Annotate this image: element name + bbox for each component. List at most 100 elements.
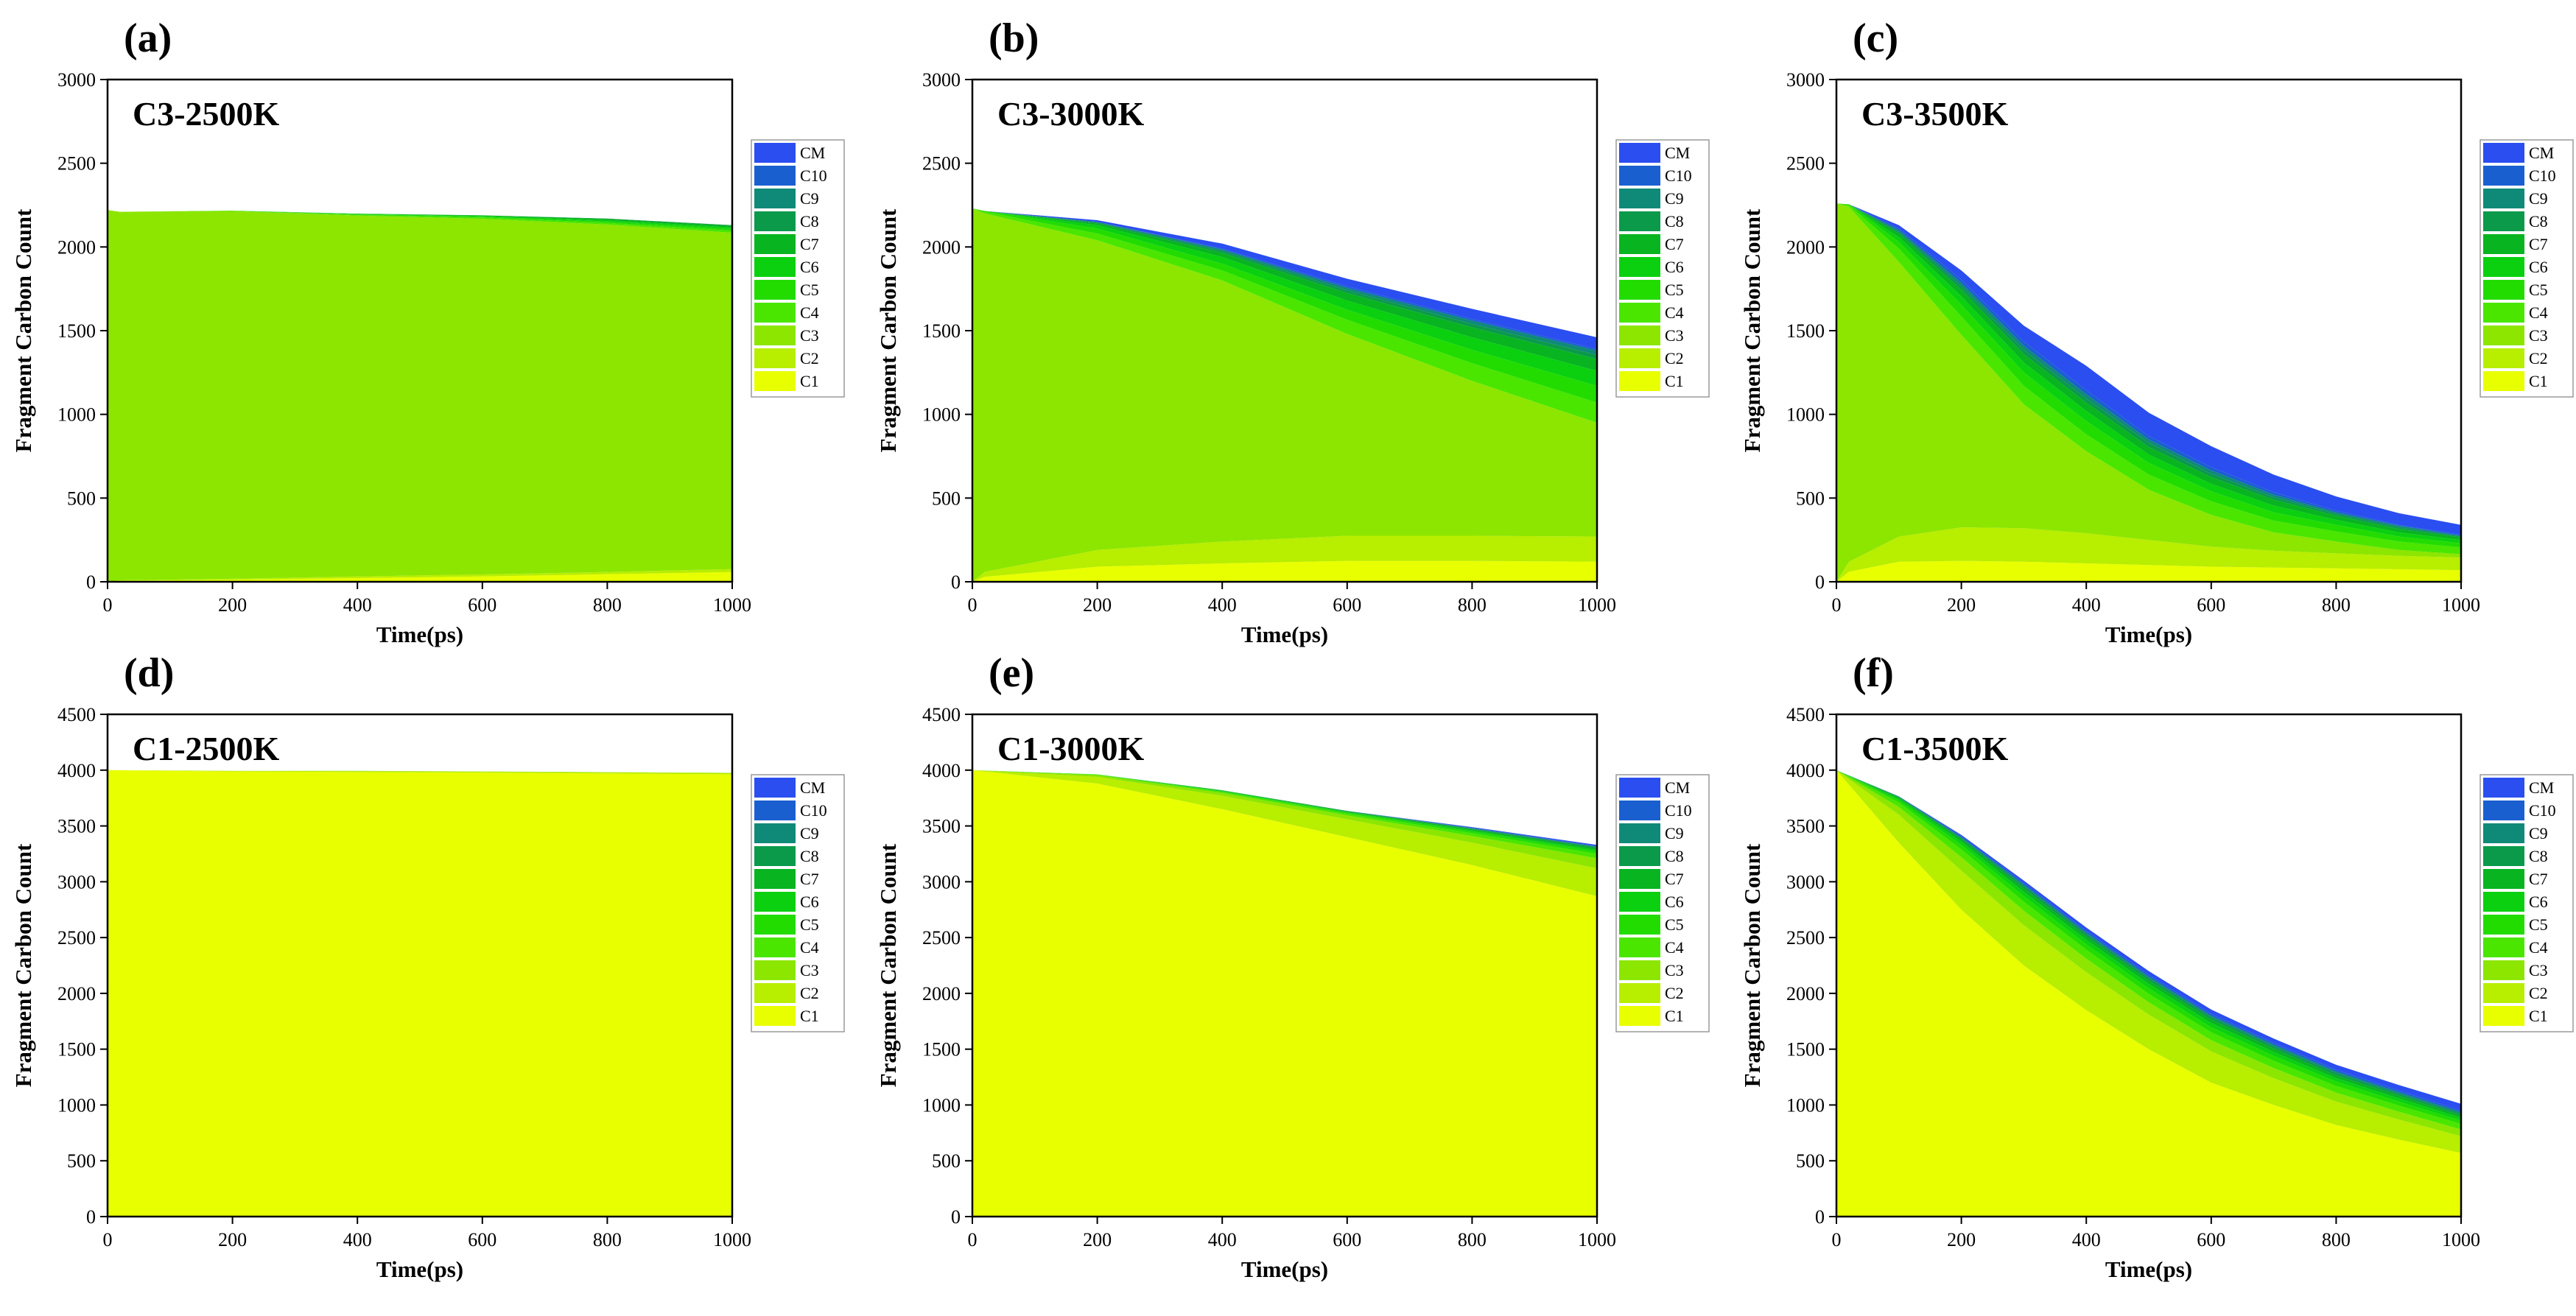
legend-swatch-cm [1619, 778, 1660, 798]
x-axis-label: Time(ps) [376, 1256, 463, 1282]
area-c4 [1836, 203, 2461, 555]
y-tick-label: 3000 [922, 69, 961, 91]
legend-swatch-c7 [754, 869, 796, 889]
legend-swatch-c1 [2483, 1006, 2524, 1026]
legend-swatch-c8 [754, 846, 796, 866]
legend-swatch-c7 [1619, 234, 1660, 254]
legend-label: C6 [2529, 893, 2548, 911]
x-axis-label: Time(ps) [2105, 622, 2192, 647]
legend-swatch-c10 [1619, 800, 1660, 820]
legend-swatch-c1 [754, 371, 796, 391]
legend-swatch-c5 [2483, 280, 2524, 300]
x-tick-label: 800 [2322, 1229, 2351, 1250]
legend-swatch-c6 [754, 892, 796, 912]
y-tick-label: 1500 [922, 320, 961, 342]
area-layers [972, 770, 1597, 1217]
legend-swatch-c2 [1619, 348, 1660, 368]
legend-label: C2 [2529, 349, 2548, 367]
y-tick-label: 4500 [57, 704, 96, 725]
legend-swatch-c3 [2483, 960, 2524, 980]
panel-c: 0 200 400 600 800 1000 0 500 1000 1500 2000 2500 300… [1739, 15, 2574, 647]
legend-swatch-c2 [754, 348, 796, 368]
legend-label: C1 [2529, 372, 2548, 390]
panel-letter: (f) [1853, 650, 1894, 696]
legend-swatch-c9 [1619, 189, 1660, 208]
x-tick-label: 0 [1832, 1229, 1842, 1250]
y-tick-label: 1000 [922, 404, 961, 426]
area-layers [1836, 203, 2461, 582]
legend-swatch-c9 [2483, 823, 2524, 843]
legend-swatch-c9 [1619, 823, 1660, 843]
legend-label: CM [1665, 778, 1690, 797]
x-tick-label: 0 [1832, 594, 1842, 616]
legend-label: C6 [1665, 893, 1684, 911]
area-c1 [1836, 560, 2461, 582]
legend-label: C3 [1665, 961, 1684, 979]
legend-label: C4 [1665, 938, 1684, 957]
panel-letter: (a) [124, 15, 172, 61]
x-tick-label: 200 [1947, 594, 1976, 616]
y-tick-label: 3500 [922, 816, 961, 837]
x-tick-label: 200 [218, 1229, 247, 1250]
y-tick-label: 2000 [1786, 983, 1825, 1004]
legend-swatch-c7 [2483, 234, 2524, 254]
legend-label: C4 [1665, 303, 1684, 322]
y-tick-label: 2500 [1786, 153, 1825, 175]
legend-label: C5 [2529, 281, 2548, 299]
legend-label: C8 [2529, 847, 2548, 865]
legend-label: C5 [800, 281, 819, 299]
legend-swatch-c5 [754, 280, 796, 300]
legend-swatch-c10 [754, 800, 796, 820]
legend-label: C7 [800, 870, 819, 888]
y-tick-label: 1000 [922, 1094, 961, 1116]
legend-swatch-c6 [1619, 257, 1660, 277]
legend-swatch-c9 [754, 189, 796, 208]
panel-e: 0 200 400 600 800 1000 0 500 1000 1500 2000 2500 300… [875, 650, 1710, 1282]
legend-label: C6 [2529, 258, 2548, 276]
panel-letter: (e) [989, 650, 1034, 696]
area-layers [108, 210, 732, 582]
y-tick-label: 500 [932, 1150, 961, 1172]
legend-label: CM [800, 778, 825, 797]
panel-f: 0 200 400 600 800 1000 0 500 1000 1500 2000 2500 300… [1739, 650, 2574, 1282]
legend-swatch-c4 [2483, 303, 2524, 323]
legend-swatch-cm [2483, 778, 2524, 798]
panel-title: C3-3500K [1861, 95, 2009, 133]
x-tick-label: 600 [468, 1229, 496, 1250]
legend-swatch-c7 [1619, 869, 1660, 889]
panel-title: C1-3000K [997, 730, 1145, 767]
panel-b: 0 200 400 600 800 1000 0 500 1000 1500 2000 2500 300… [875, 15, 1710, 647]
legend-label: C2 [800, 349, 819, 367]
y-tick-label: 2500 [57, 927, 96, 949]
legend-label: C6 [1665, 258, 1684, 276]
legend-label: C3 [2529, 326, 2548, 345]
y-tick-label: 2500 [922, 927, 961, 949]
panel-letter: (d) [124, 650, 174, 696]
legend-label: C3 [2529, 961, 2548, 979]
legend-label: C7 [2529, 870, 2548, 888]
y-tick-label: 3000 [57, 871, 96, 893]
legend-label: C7 [800, 235, 819, 253]
legend-swatch-c5 [754, 915, 796, 935]
x-tick-label: 1000 [1578, 1229, 1616, 1250]
y-tick-label: 500 [1796, 488, 1825, 509]
legend-label: C10 [800, 166, 827, 185]
x-axis-label: Time(ps) [1241, 622, 1328, 647]
y-tick-label: 4000 [922, 760, 961, 781]
legend-swatch-c10 [2483, 800, 2524, 820]
area-c4 [1836, 770, 2461, 1130]
legend-swatch-c8 [1619, 211, 1660, 231]
x-tick-label: 800 [2322, 594, 2351, 616]
legend-swatch-c2 [2483, 348, 2524, 368]
legend-swatch-c1 [1619, 371, 1660, 391]
y-tick-label: 1000 [1786, 1094, 1825, 1116]
y-tick-label: 1000 [57, 1094, 96, 1116]
area-c3 [108, 210, 732, 582]
plot-frame [971, 713, 1598, 1218]
legend-swatch-c7 [754, 234, 796, 254]
y-tick-label: 500 [1796, 1150, 1825, 1172]
area-layers [108, 770, 732, 1217]
plot-frame [106, 713, 734, 1218]
legend-swatch-c10 [2483, 166, 2524, 186]
